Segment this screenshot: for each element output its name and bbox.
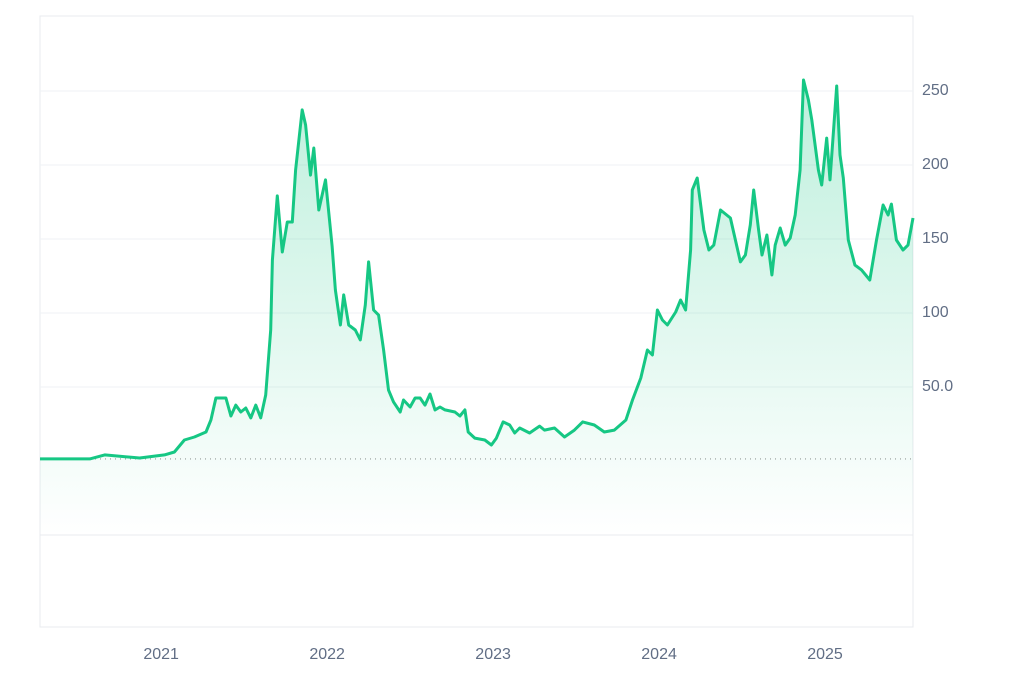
price-line — [40, 78, 915, 461]
x-tick-label: 2024 — [641, 646, 677, 663]
x-tick-label: 2021 — [143, 646, 179, 663]
y-tick-label: 150 — [922, 230, 949, 247]
x-tick-label: 2022 — [309, 646, 345, 663]
y-tick-label: 100 — [922, 304, 949, 321]
y-tick-label: 200 — [922, 156, 949, 173]
x-tick-label: 2025 — [807, 646, 843, 663]
x-tick-label: 2023 — [475, 646, 511, 663]
y-tick-label: 250 — [922, 82, 949, 99]
price-area — [40, 80, 913, 535]
y-tick-label: 50.0 — [922, 378, 953, 395]
